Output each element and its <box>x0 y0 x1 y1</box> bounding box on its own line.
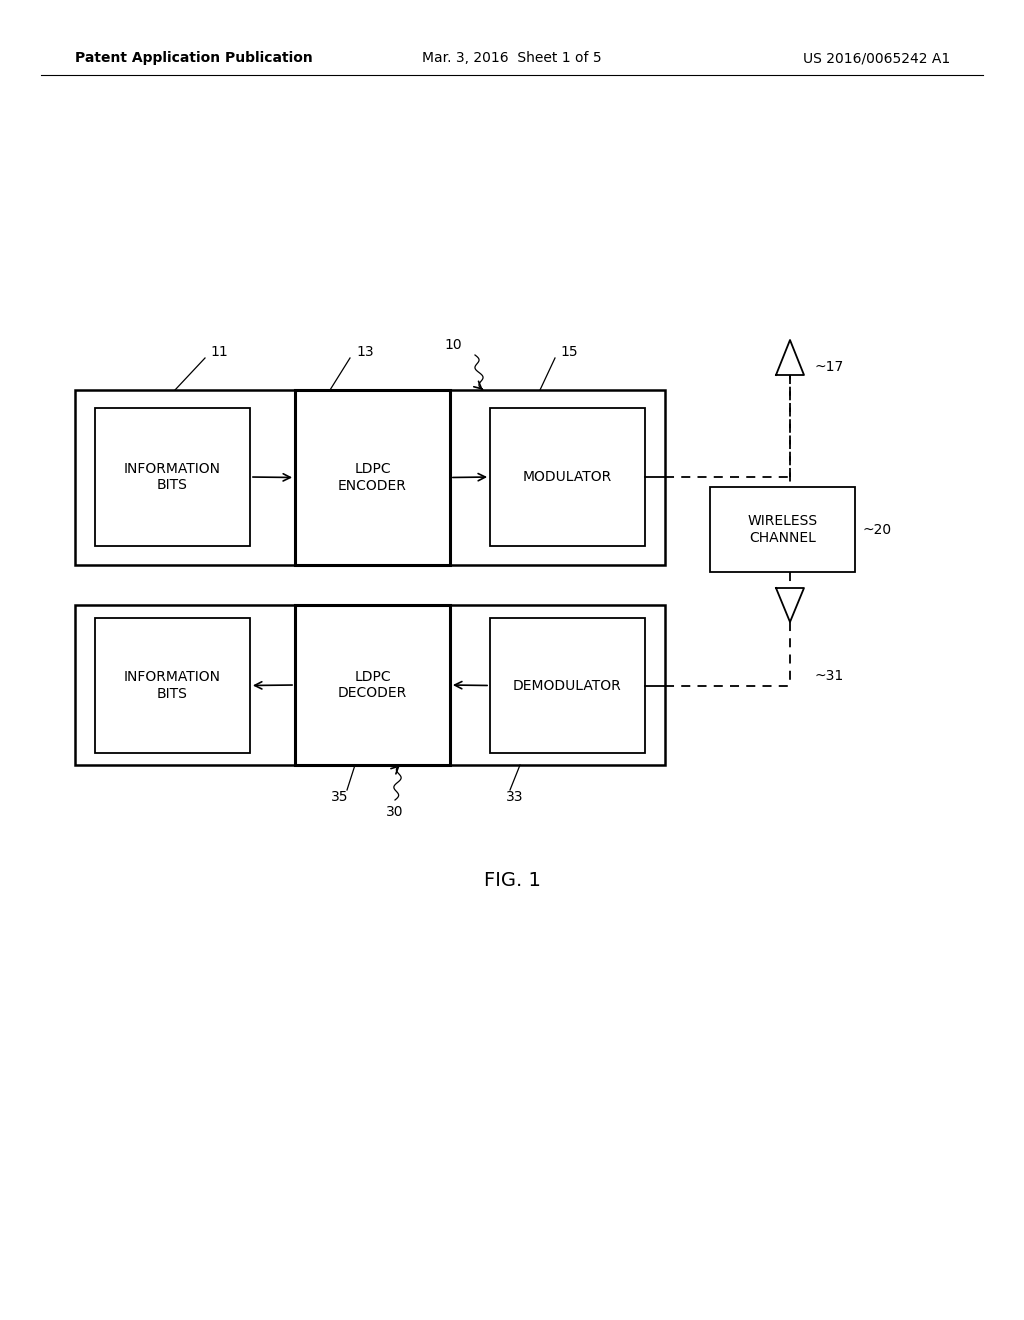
Bar <box>75 389 665 565</box>
Text: MODULATOR: MODULATOR <box>523 470 612 484</box>
Bar <box>295 605 450 766</box>
Bar <box>295 389 450 565</box>
Text: 33: 33 <box>506 789 523 804</box>
Text: LDPC
ENCODER: LDPC ENCODER <box>338 462 407 492</box>
Text: 10: 10 <box>444 338 462 352</box>
Bar <box>95 408 250 546</box>
Text: FIG. 1: FIG. 1 <box>483 870 541 890</box>
Bar <box>710 487 855 572</box>
Text: INFORMATION
BITS: INFORMATION BITS <box>124 671 221 701</box>
Text: 35: 35 <box>331 789 349 804</box>
Text: DEMODULATOR: DEMODULATOR <box>513 678 622 693</box>
Text: Patent Application Publication: Patent Application Publication <box>75 51 312 65</box>
Text: ~17: ~17 <box>814 360 843 374</box>
Bar <box>95 618 250 752</box>
Text: Mar. 3, 2016  Sheet 1 of 5: Mar. 3, 2016 Sheet 1 of 5 <box>422 51 602 65</box>
Text: 30: 30 <box>386 805 403 818</box>
Bar <box>490 618 645 752</box>
Bar <box>490 408 645 546</box>
Text: US 2016/0065242 A1: US 2016/0065242 A1 <box>803 51 950 65</box>
Text: ~31: ~31 <box>814 668 843 682</box>
Text: INFORMATION
BITS: INFORMATION BITS <box>124 462 221 492</box>
Text: ~20: ~20 <box>863 523 892 536</box>
Text: 15: 15 <box>560 345 578 359</box>
Text: WIRELESS
CHANNEL: WIRELESS CHANNEL <box>748 515 817 545</box>
Text: 11: 11 <box>210 345 227 359</box>
Text: LDPC
DECODER: LDPC DECODER <box>338 671 408 700</box>
Text: 13: 13 <box>356 345 374 359</box>
Bar <box>75 605 665 766</box>
